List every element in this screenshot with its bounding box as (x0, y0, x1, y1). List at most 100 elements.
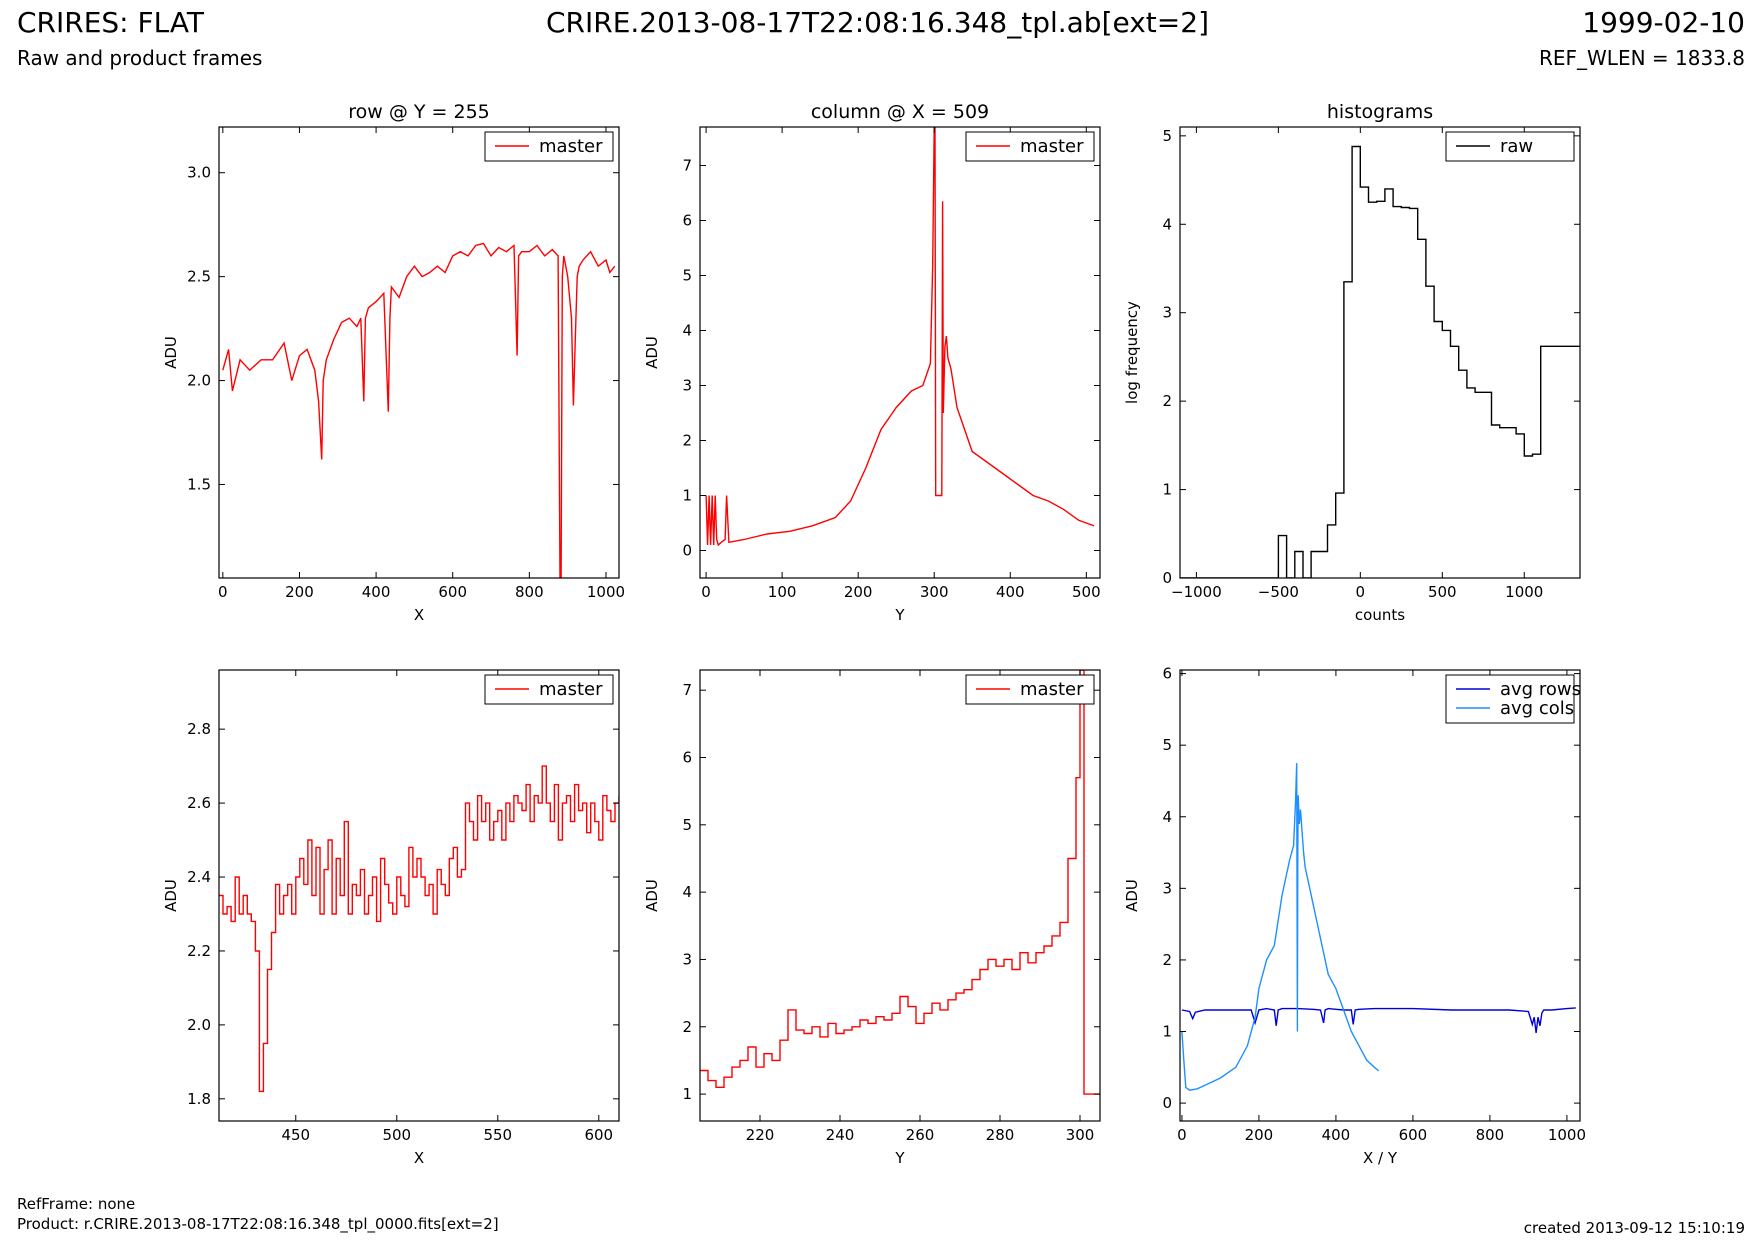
x-tick-label: 260 (906, 1126, 935, 1144)
legend-label: master (1020, 679, 1084, 700)
chart-panel-3: −1000 −500 0 500 1000 0 1 2 3 4 5 histograms counts l… (1123, 101, 1581, 624)
x-tick-label: 500 (382, 1126, 411, 1144)
y-axis-label: ADU (162, 879, 180, 912)
chart-title: histograms (1327, 101, 1433, 123)
legend: master (965, 674, 1095, 705)
y-axis-label: log frequency (1123, 301, 1141, 404)
y-tick-label: 3 (1162, 304, 1172, 322)
series-line-master (219, 765, 619, 1093)
x-tick-label: 550 (483, 1126, 512, 1144)
axes-frame (1179, 669, 1581, 1122)
axes-frame (218, 669, 620, 1122)
x-tick-label: 0 (1356, 583, 1366, 601)
x-tick-label: 800 (1476, 1126, 1505, 1144)
series-line-avg-cols (1181, 763, 1380, 1091)
plot-area (700, 127, 1100, 578)
x-axis-label: Y (894, 1149, 905, 1167)
date-label: 1999-02-10 (1582, 6, 1745, 39)
figure-title: CRIRES: FLAT (17, 6, 204, 39)
x-tick-label: 1000 (1548, 1126, 1586, 1144)
x-tick-label: 1000 (587, 583, 625, 601)
x-tick-label: 450 (281, 1126, 310, 1144)
x-axis-label: X (414, 1149, 424, 1167)
series-group (1181, 763, 1576, 1091)
y-tick-label: 0 (682, 542, 692, 560)
legend-frame (1445, 674, 1575, 724)
chart-panel-2: 0 100 200 300 400 500 0 1 2 3 4 5 6 7 column @ X = 509… (643, 101, 1101, 624)
x-tick-label: −500 (1258, 583, 1299, 601)
y-tick-label: 5 (1162, 736, 1172, 754)
y-tick-label: 2.0 (187, 372, 211, 390)
x-tick-label: 240 (826, 1126, 855, 1144)
y-tick-label: 2.0 (187, 1016, 211, 1034)
x-tick-label: 0 (1177, 1126, 1187, 1144)
series-line-master (705, 127, 1095, 547)
y-axis-label: ADU (162, 336, 180, 369)
x-tick-label: −1000 (1171, 583, 1222, 601)
y-tick-label: 2.4 (187, 868, 211, 886)
y-tick-label: 2.5 (187, 268, 211, 286)
y-tick-label: 2 (1162, 392, 1172, 410)
y-tick-label: 2.8 (187, 720, 211, 738)
y-tick-label: 4 (1162, 215, 1172, 233)
y-tick-label: 0 (1162, 1094, 1172, 1112)
y-tick-label: 7 (682, 681, 692, 699)
x-tick-label: 220 (746, 1126, 775, 1144)
series-line-raw (1180, 145, 1580, 578)
x-tick-label: 200 (1245, 1126, 1274, 1144)
x-tick-label: 600 (438, 583, 467, 601)
series-line-avg-rows (1181, 1007, 1576, 1033)
file-title: CRIRE.2013-08-17T22:08:16.348_tpl.ab[ext… (545, 6, 1209, 39)
series-line-master (222, 242, 616, 578)
x-tick-label: 600 (1399, 1126, 1428, 1144)
x-tick-label: 400 (362, 583, 391, 601)
x-tick-label: 500 (1072, 583, 1101, 601)
x-tick-label: 200 (844, 583, 873, 601)
chart-panel-5: 220 240 260 280 300 1 2 3 4 5 6 7 Y ADU master (643, 669, 1101, 1167)
series-group (1180, 145, 1580, 578)
legend-label: avg cols (1500, 698, 1574, 719)
legend: raw (1445, 131, 1575, 162)
series-line-master (700, 670, 1100, 1095)
plot-area (700, 670, 1100, 1121)
series-group (700, 670, 1100, 1095)
y-tick-label: 3 (1162, 879, 1172, 897)
y-tick-label: 1.5 (187, 475, 211, 493)
x-tick-label: 100 (768, 583, 797, 601)
chart-title: column @ X = 509 (811, 101, 989, 123)
y-tick-label: 5 (1162, 127, 1172, 145)
y-tick-label: 1 (682, 1085, 692, 1103)
refframe-label: RefFrame: none (17, 1195, 136, 1213)
legend: master (484, 674, 614, 705)
x-tick-label: 500 (1428, 583, 1457, 601)
legend-label: master (539, 679, 603, 700)
y-tick-label: 2.6 (187, 794, 211, 812)
y-tick-label: 2 (682, 1018, 692, 1036)
y-axis-label: ADU (643, 879, 661, 912)
series-group (219, 765, 619, 1093)
y-tick-label: 2.2 (187, 942, 211, 960)
y-tick-label: 3.0 (187, 164, 211, 182)
ref-wlen-label: REF_WLEN = 1833.8 (1538, 46, 1745, 70)
x-tick-label: 400 (1322, 1126, 1351, 1144)
legend-label: raw (1500, 136, 1533, 157)
x-tick-label: 0 (701, 583, 711, 601)
y-tick-label: 2 (1162, 951, 1172, 969)
axes-frame (699, 669, 1101, 1122)
x-tick-label: 280 (986, 1126, 1015, 1144)
legend-label: master (539, 136, 603, 157)
x-tick-label: 600 (584, 1126, 613, 1144)
y-tick-label: 2 (682, 432, 692, 450)
x-axis-label: counts (1355, 606, 1405, 624)
series-group (222, 242, 616, 578)
y-tick-label: 3 (682, 377, 692, 395)
x-tick-label: 1000 (1505, 583, 1543, 601)
chart-title: row @ Y = 255 (348, 101, 490, 123)
chart-panel-1: 0 200 400 600 800 1000 1.5 2.0 2.5 3.0 row @ Y = 2… (162, 101, 625, 624)
y-tick-label: 6 (1162, 665, 1172, 683)
x-tick-label: 800 (515, 583, 544, 601)
x-tick-label: 300 (1066, 1126, 1095, 1144)
y-tick-label: 3 (682, 950, 692, 968)
y-tick-label: 1 (1162, 481, 1172, 499)
